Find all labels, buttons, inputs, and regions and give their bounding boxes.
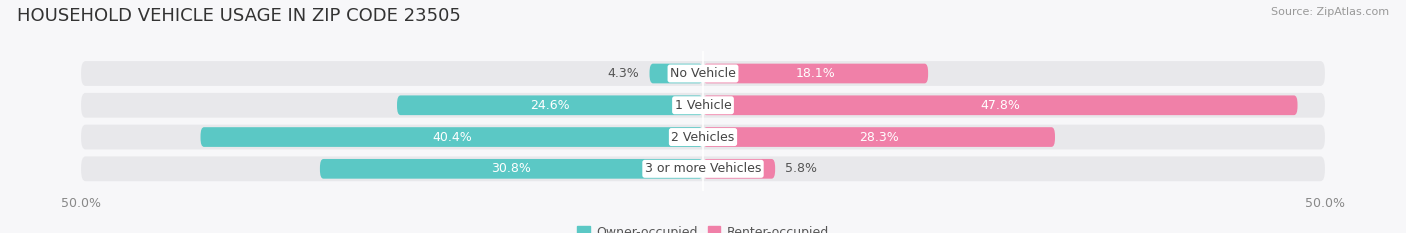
FancyBboxPatch shape (201, 127, 703, 147)
Text: 30.8%: 30.8% (492, 162, 531, 175)
FancyBboxPatch shape (703, 127, 1054, 147)
Text: 1 Vehicle: 1 Vehicle (675, 99, 731, 112)
Text: 47.8%: 47.8% (980, 99, 1021, 112)
Text: 24.6%: 24.6% (530, 99, 569, 112)
FancyBboxPatch shape (650, 64, 703, 83)
Text: 4.3%: 4.3% (607, 67, 640, 80)
FancyBboxPatch shape (82, 125, 1324, 149)
FancyBboxPatch shape (703, 159, 775, 179)
Text: Source: ZipAtlas.com: Source: ZipAtlas.com (1271, 7, 1389, 17)
Text: 18.1%: 18.1% (796, 67, 835, 80)
FancyBboxPatch shape (82, 61, 1324, 86)
Text: No Vehicle: No Vehicle (671, 67, 735, 80)
FancyBboxPatch shape (703, 96, 1298, 115)
Text: 3 or more Vehicles: 3 or more Vehicles (645, 162, 761, 175)
FancyBboxPatch shape (703, 64, 928, 83)
FancyBboxPatch shape (82, 156, 1324, 181)
Text: 5.8%: 5.8% (785, 162, 817, 175)
Text: HOUSEHOLD VEHICLE USAGE IN ZIP CODE 23505: HOUSEHOLD VEHICLE USAGE IN ZIP CODE 2350… (17, 7, 461, 25)
Text: 40.4%: 40.4% (432, 130, 471, 144)
FancyBboxPatch shape (82, 93, 1324, 118)
FancyBboxPatch shape (321, 159, 703, 179)
Legend: Owner-occupied, Renter-occupied: Owner-occupied, Renter-occupied (572, 220, 834, 233)
Text: 2 Vehicles: 2 Vehicles (672, 130, 734, 144)
FancyBboxPatch shape (396, 96, 703, 115)
Text: 28.3%: 28.3% (859, 130, 898, 144)
